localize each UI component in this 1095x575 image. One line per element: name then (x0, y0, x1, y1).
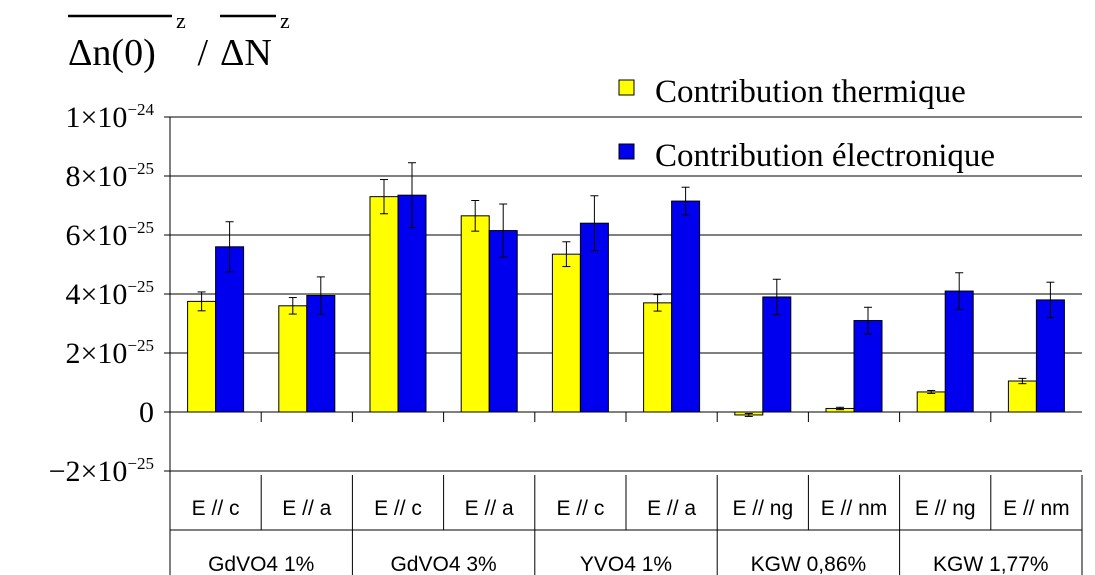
x-group-label: KGW 1,77% (933, 553, 1049, 575)
x-category-label: E // c (556, 497, 604, 520)
title-separator: / (188, 32, 218, 74)
x-category-label: E // a (465, 497, 514, 520)
bar (1007, 380, 1037, 413)
x-group-label: YVO4 1% (580, 553, 672, 575)
x-category-label: E // c (192, 497, 240, 520)
y-tick-label: 1×10−24 (65, 100, 154, 134)
y-tick-label-exponent: −25 (127, 218, 154, 237)
y-tick-label: −2×10−25 (49, 454, 154, 488)
legend-swatch-electronique (618, 143, 635, 160)
title-denominator-superscript: z (280, 8, 290, 33)
y-axis-tick-labels: −2×10−25 0 2×10−25 4×10−25 6×10−25 8×10−25 1×1… (49, 100, 155, 488)
x-category-label: E // a (282, 497, 331, 520)
y-tick-label: 0 (139, 396, 154, 429)
y-tick-label-exponent: −25 (127, 336, 154, 355)
bar (579, 222, 609, 413)
legend: Contribution thermique Contribution élec… (618, 74, 995, 174)
chart-title: Δn(0) z / ΔN z (68, 8, 290, 74)
legend-label-electronique: Contribution électronique (655, 138, 995, 174)
x-category-label: E // nm (821, 497, 888, 520)
y-tick-label: 8×10−25 (65, 159, 154, 193)
bar (643, 302, 673, 413)
bars (187, 162, 1065, 417)
bar (369, 196, 399, 413)
bar (762, 296, 792, 413)
y-tick-label: 4×10−25 (65, 277, 154, 311)
bar (551, 253, 581, 413)
x-group-label: GdVO4 3% (390, 553, 496, 575)
x-category-label: E // ng (915, 497, 976, 520)
x-axis-category-labels: E // c E // a E // c E // a E // c E // a E //… (192, 497, 1070, 575)
x-category-label: E // ng (732, 497, 793, 520)
x-category-label: E // c (374, 497, 422, 520)
y-tick-label-exponent: −25 (127, 277, 154, 296)
axes (164, 116, 1083, 575)
bar (671, 200, 701, 413)
title-numerator: Δn(0) (68, 32, 156, 74)
title-denominator: ΔN (220, 32, 272, 74)
bar (488, 230, 518, 413)
y-tick-label-exponent: −25 (127, 454, 154, 473)
x-category-label: E // nm (1003, 497, 1070, 520)
bar (944, 290, 974, 413)
x-group-label: KGW 0,86% (751, 553, 867, 575)
y-tick-label-exponent: −25 (127, 159, 154, 178)
y-tick-label: 6×10−25 (65, 218, 154, 252)
bar (916, 391, 946, 413)
y-tick-label-exponent: −24 (127, 100, 154, 119)
x-group-label: GdVO4 1% (208, 553, 314, 575)
bar (306, 294, 336, 413)
title-numerator-superscript: z (176, 8, 186, 33)
y-tick-label: 2×10−25 (65, 336, 154, 370)
x-category-label: E // a (647, 497, 696, 520)
legend-swatch-thermique (618, 79, 635, 96)
bar (460, 215, 490, 413)
bar (187, 300, 217, 413)
legend-label-thermique: Contribution thermique (655, 74, 966, 110)
bar (278, 305, 308, 413)
